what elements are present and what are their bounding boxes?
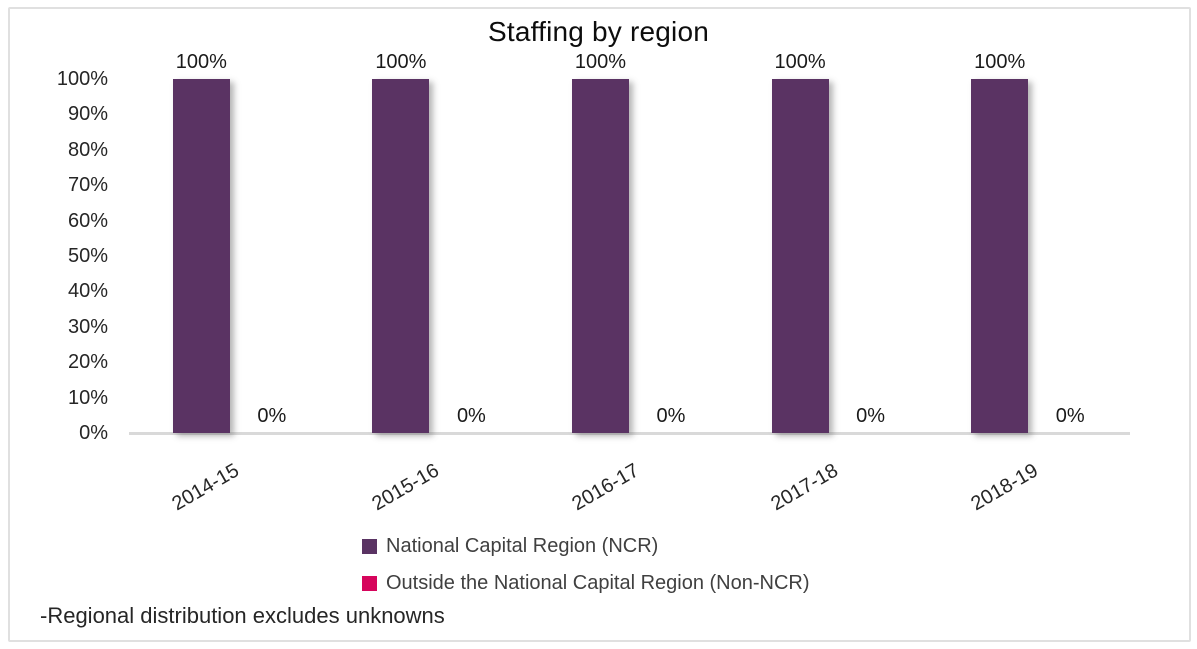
bar-value-label-ncr: 100% (774, 51, 826, 73)
bar-value-label-ncr: 100% (175, 51, 227, 73)
y-tick-label: 30% (67, 315, 108, 338)
bar-value-label-non-ncr: 0% (1055, 405, 1085, 427)
bar-value-label-ncr: 100% (574, 51, 627, 73)
chart-title: Staffing by region (487, 16, 709, 47)
bar-ncr (971, 79, 1029, 433)
bar-value-label-non-ncr: 0% (257, 405, 287, 427)
y-tick-label: 40% (67, 280, 108, 303)
legend-item-ncr: National Capital Region (NCR) (362, 535, 810, 558)
y-tick-label: 50% (67, 245, 108, 267)
y-tick-label: 60% (67, 209, 108, 232)
bar-value-label-non-ncr: 0% (656, 405, 686, 427)
bar-value-label-ncr: 100% (974, 51, 1026, 73)
y-tick-label: 10% (67, 386, 108, 409)
y-tick-label: 90% (67, 103, 108, 126)
legend-swatch-icon (362, 576, 377, 591)
legend-label: Outside the National Capital Region (Non… (386, 572, 810, 594)
legend: National Capital Region (NCR) Outside the… (362, 535, 810, 609)
y-tick-label: 70% (67, 174, 108, 197)
bar-value-label-non-ncr: 0% (856, 405, 886, 427)
bar-value-label-non-ncr: 0% (456, 405, 486, 427)
bar-ncr (372, 79, 430, 433)
bar-ncr (771, 79, 829, 433)
bar-value-label-ncr: 100% (375, 51, 427, 73)
y-tick-label: 0% (79, 422, 108, 444)
x-axis-line (129, 432, 1130, 435)
footnote: -Regional distribution excludes unknowns (40, 603, 445, 628)
y-tick-label: 80% (67, 138, 108, 161)
legend-swatch-icon (362, 539, 377, 554)
bar-ncr (572, 79, 629, 433)
y-tick-label: 20% (67, 351, 108, 374)
bar-ncr (172, 79, 230, 433)
legend-item-non-ncr: Outside the National Capital Region (Non… (362, 572, 810, 595)
y-tick-label: 100% (56, 68, 108, 90)
legend-label: National Capital Region (NCR) (386, 535, 659, 557)
